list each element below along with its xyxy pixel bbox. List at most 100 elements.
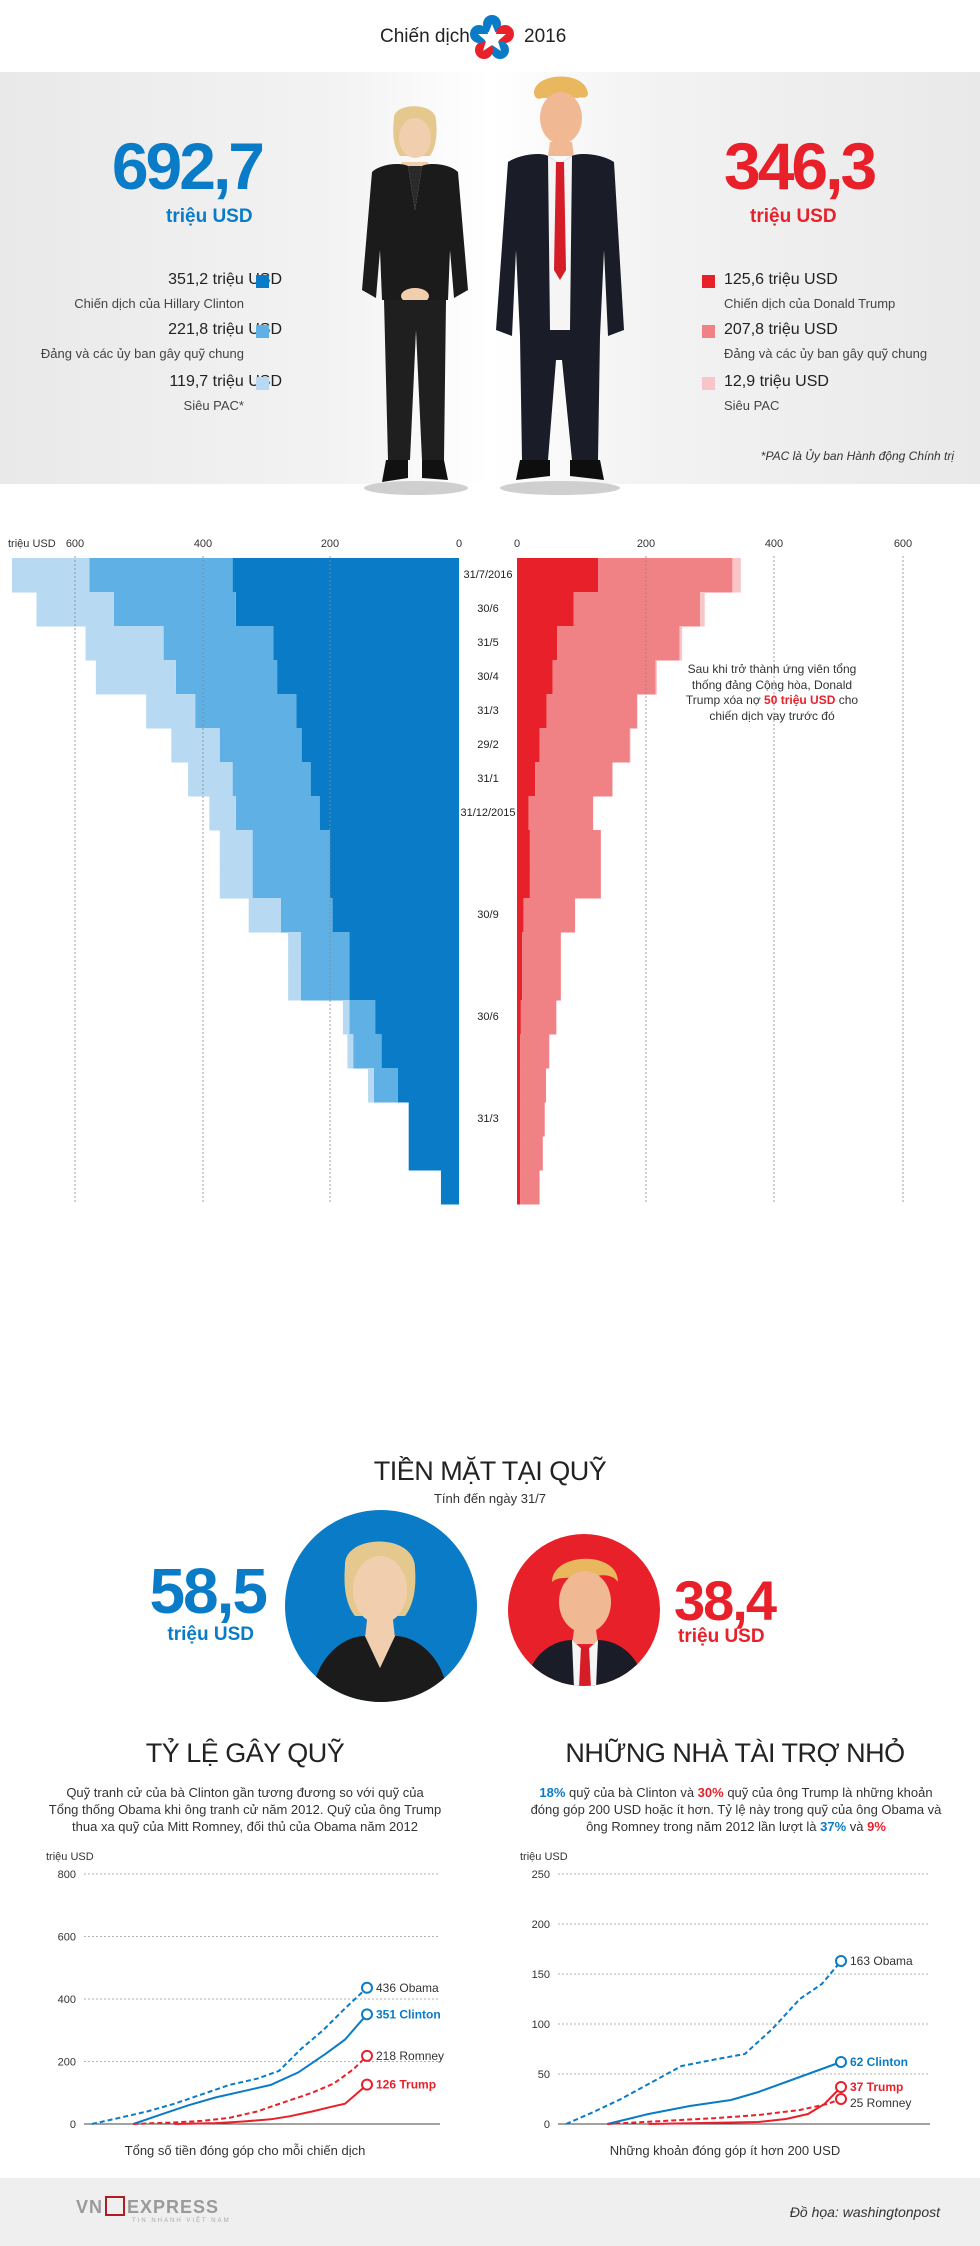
clinton-bar-segment xyxy=(397,1068,459,1103)
axis-unit-label: triệu USD xyxy=(8,538,56,550)
trump-bar-segment xyxy=(517,762,536,797)
clinton-cash-value: 58,5 xyxy=(149,1555,268,1627)
clinton-superpac-swatch xyxy=(256,377,269,390)
trump-bar-segment xyxy=(517,592,574,627)
trump-bar-segment xyxy=(573,592,701,627)
series-line-clinton xyxy=(132,2013,368,2125)
clinton-bar-segment xyxy=(349,932,459,967)
trump-bar-segment xyxy=(517,898,524,933)
trump-bar-segment xyxy=(517,558,599,593)
trump-bar-segment xyxy=(517,660,553,695)
date-label-bg xyxy=(460,1009,516,1023)
date-label-bg xyxy=(460,601,516,615)
trump-bar-segment xyxy=(517,1034,521,1069)
clinton-bar-segment xyxy=(300,966,350,1001)
date-label: 31/3 xyxy=(477,705,498,717)
rate-caption: Tổng số tiền đóng góp cho mỗi chiến dịch xyxy=(124,2143,366,2158)
series-end-label: 37 Trump xyxy=(850,2080,903,2094)
axis-tick-label: 0 xyxy=(514,538,520,550)
footer: VN EXPRESS TIN NHANH VIỆT NAM Đồ họa: was… xyxy=(0,2178,980,2246)
date-label: 31/3 xyxy=(477,1113,498,1125)
series-line-trump xyxy=(648,2086,842,2125)
clinton-bar-segment xyxy=(288,966,301,1001)
clinton-campaign-swatch xyxy=(256,275,269,288)
clinton-bar-segment xyxy=(95,660,176,695)
clinton-bar-segment xyxy=(248,898,281,933)
trump-bar-segment xyxy=(523,898,576,933)
clinton-bar-segment xyxy=(408,1102,459,1137)
y-tick-label: 0 xyxy=(70,2119,76,2131)
trump-bar-segment xyxy=(636,694,638,729)
cash-subtitle: Tính đến ngày 31/7 xyxy=(433,1491,547,1506)
clinton-bar-segment xyxy=(375,1000,459,1035)
trump-bar-segment xyxy=(517,1102,521,1137)
chart-annotation: Sau khi trở thành ứng viên tổng thống đả… xyxy=(672,662,872,724)
donors-caption: Những khoản đóng góp ít hơn 200 USD xyxy=(609,2143,841,2158)
clinton-bar-segment xyxy=(440,1170,459,1205)
trump-legend-label: Đảng và các ủy ban gây quỹ chung xyxy=(724,346,928,361)
clinton-cash-unit: triệu USD xyxy=(167,1624,254,1645)
clinton-bar-segment xyxy=(277,660,459,695)
series-end-label: 436 Obama xyxy=(376,1981,439,1995)
rate-title: TỶ LỆ GÂY QUỸ xyxy=(145,1738,345,1768)
clinton-bar-segment xyxy=(85,626,164,661)
trump-bar-segment xyxy=(535,762,613,797)
trump-total-unit: triệu USD xyxy=(750,206,837,227)
series-line-trump xyxy=(174,2083,368,2125)
series-end-marker xyxy=(835,1955,847,1967)
fundraising-chart: 600 400 200 0 0 200 400 600 triệu USD 31/7/2016 30… xyxy=(8,538,912,1205)
clinton-bar-segment xyxy=(347,1034,354,1069)
star-logo-icon xyxy=(470,15,514,59)
clinton-bar-segment xyxy=(89,558,233,593)
trump-bar-segment xyxy=(528,796,594,831)
clinton-total: 692,7 xyxy=(111,129,265,203)
series-end-marker xyxy=(361,2049,373,2062)
trump-bar-segment xyxy=(546,694,637,729)
trump-legend-value: 12,9 triệu USD xyxy=(724,373,829,390)
trump-total: 346,3 xyxy=(724,129,877,203)
clinton-legend-label: Siêu PAC* xyxy=(183,398,244,413)
clinton-legend-value: 119,7 triệu USD xyxy=(169,373,282,390)
date-label: 31/12/2015 xyxy=(460,807,515,819)
totals-panel xyxy=(0,72,980,484)
series-line-obama xyxy=(565,1960,842,2125)
clinton-bar-segment xyxy=(146,694,196,729)
clinton-bar-segment xyxy=(288,932,301,967)
clinton-bar-segment xyxy=(252,864,330,899)
clinton-bar-segment xyxy=(171,728,220,763)
clinton-bar-segment xyxy=(330,830,459,865)
clinton-bar-segment xyxy=(373,1068,398,1103)
clinton-party-swatch xyxy=(256,325,269,338)
y-tick-label: 0 xyxy=(544,2119,550,2131)
date-label: 30/9 xyxy=(477,909,498,921)
trump-campaign-swatch xyxy=(702,275,715,288)
series-end-marker xyxy=(835,2093,847,2105)
header: Chiến dịch 2016 xyxy=(0,0,980,72)
trump-cash-unit: triệu USD xyxy=(678,1626,765,1647)
clinton-bar-segment xyxy=(330,864,459,899)
axis-unit-label: triệu USD xyxy=(520,1851,568,1863)
date-label-bg xyxy=(460,805,516,819)
annotation-line: Sau khi trở thành ứng viên tổng xyxy=(687,662,857,676)
date-label-bg xyxy=(460,703,516,717)
series-end-marker xyxy=(835,2081,847,2093)
series-end-label: 25 Romney xyxy=(850,2096,911,2110)
series-line-clinton xyxy=(607,2061,842,2125)
annotation-line: chiến dịch vay trước đó xyxy=(709,708,835,723)
clinton-illustration xyxy=(362,106,468,495)
trump-bar-segment xyxy=(700,592,705,627)
trump-bar-segment xyxy=(520,1170,540,1205)
annotation-line: Trump xóa nợ 50 triệu USD cho xyxy=(672,693,872,709)
trump-bar-segment xyxy=(539,728,630,763)
clinton-bar-segment xyxy=(113,592,236,627)
clinton-bar-segment xyxy=(310,762,459,797)
annotation-highlight: 50 triệu USD xyxy=(764,693,836,707)
trump-legend-label: Siêu PAC xyxy=(724,398,780,413)
clinton-bar-segment xyxy=(349,1000,376,1035)
clinton-bar-segment xyxy=(353,1034,382,1069)
clinton-bar-segment xyxy=(332,898,459,933)
clinton-bar-segment xyxy=(219,830,253,865)
trump-bar-segment xyxy=(522,966,561,1001)
date-label-bg xyxy=(460,737,516,751)
graphic-credit: Đồ họa: washingtonpost xyxy=(789,2204,940,2220)
